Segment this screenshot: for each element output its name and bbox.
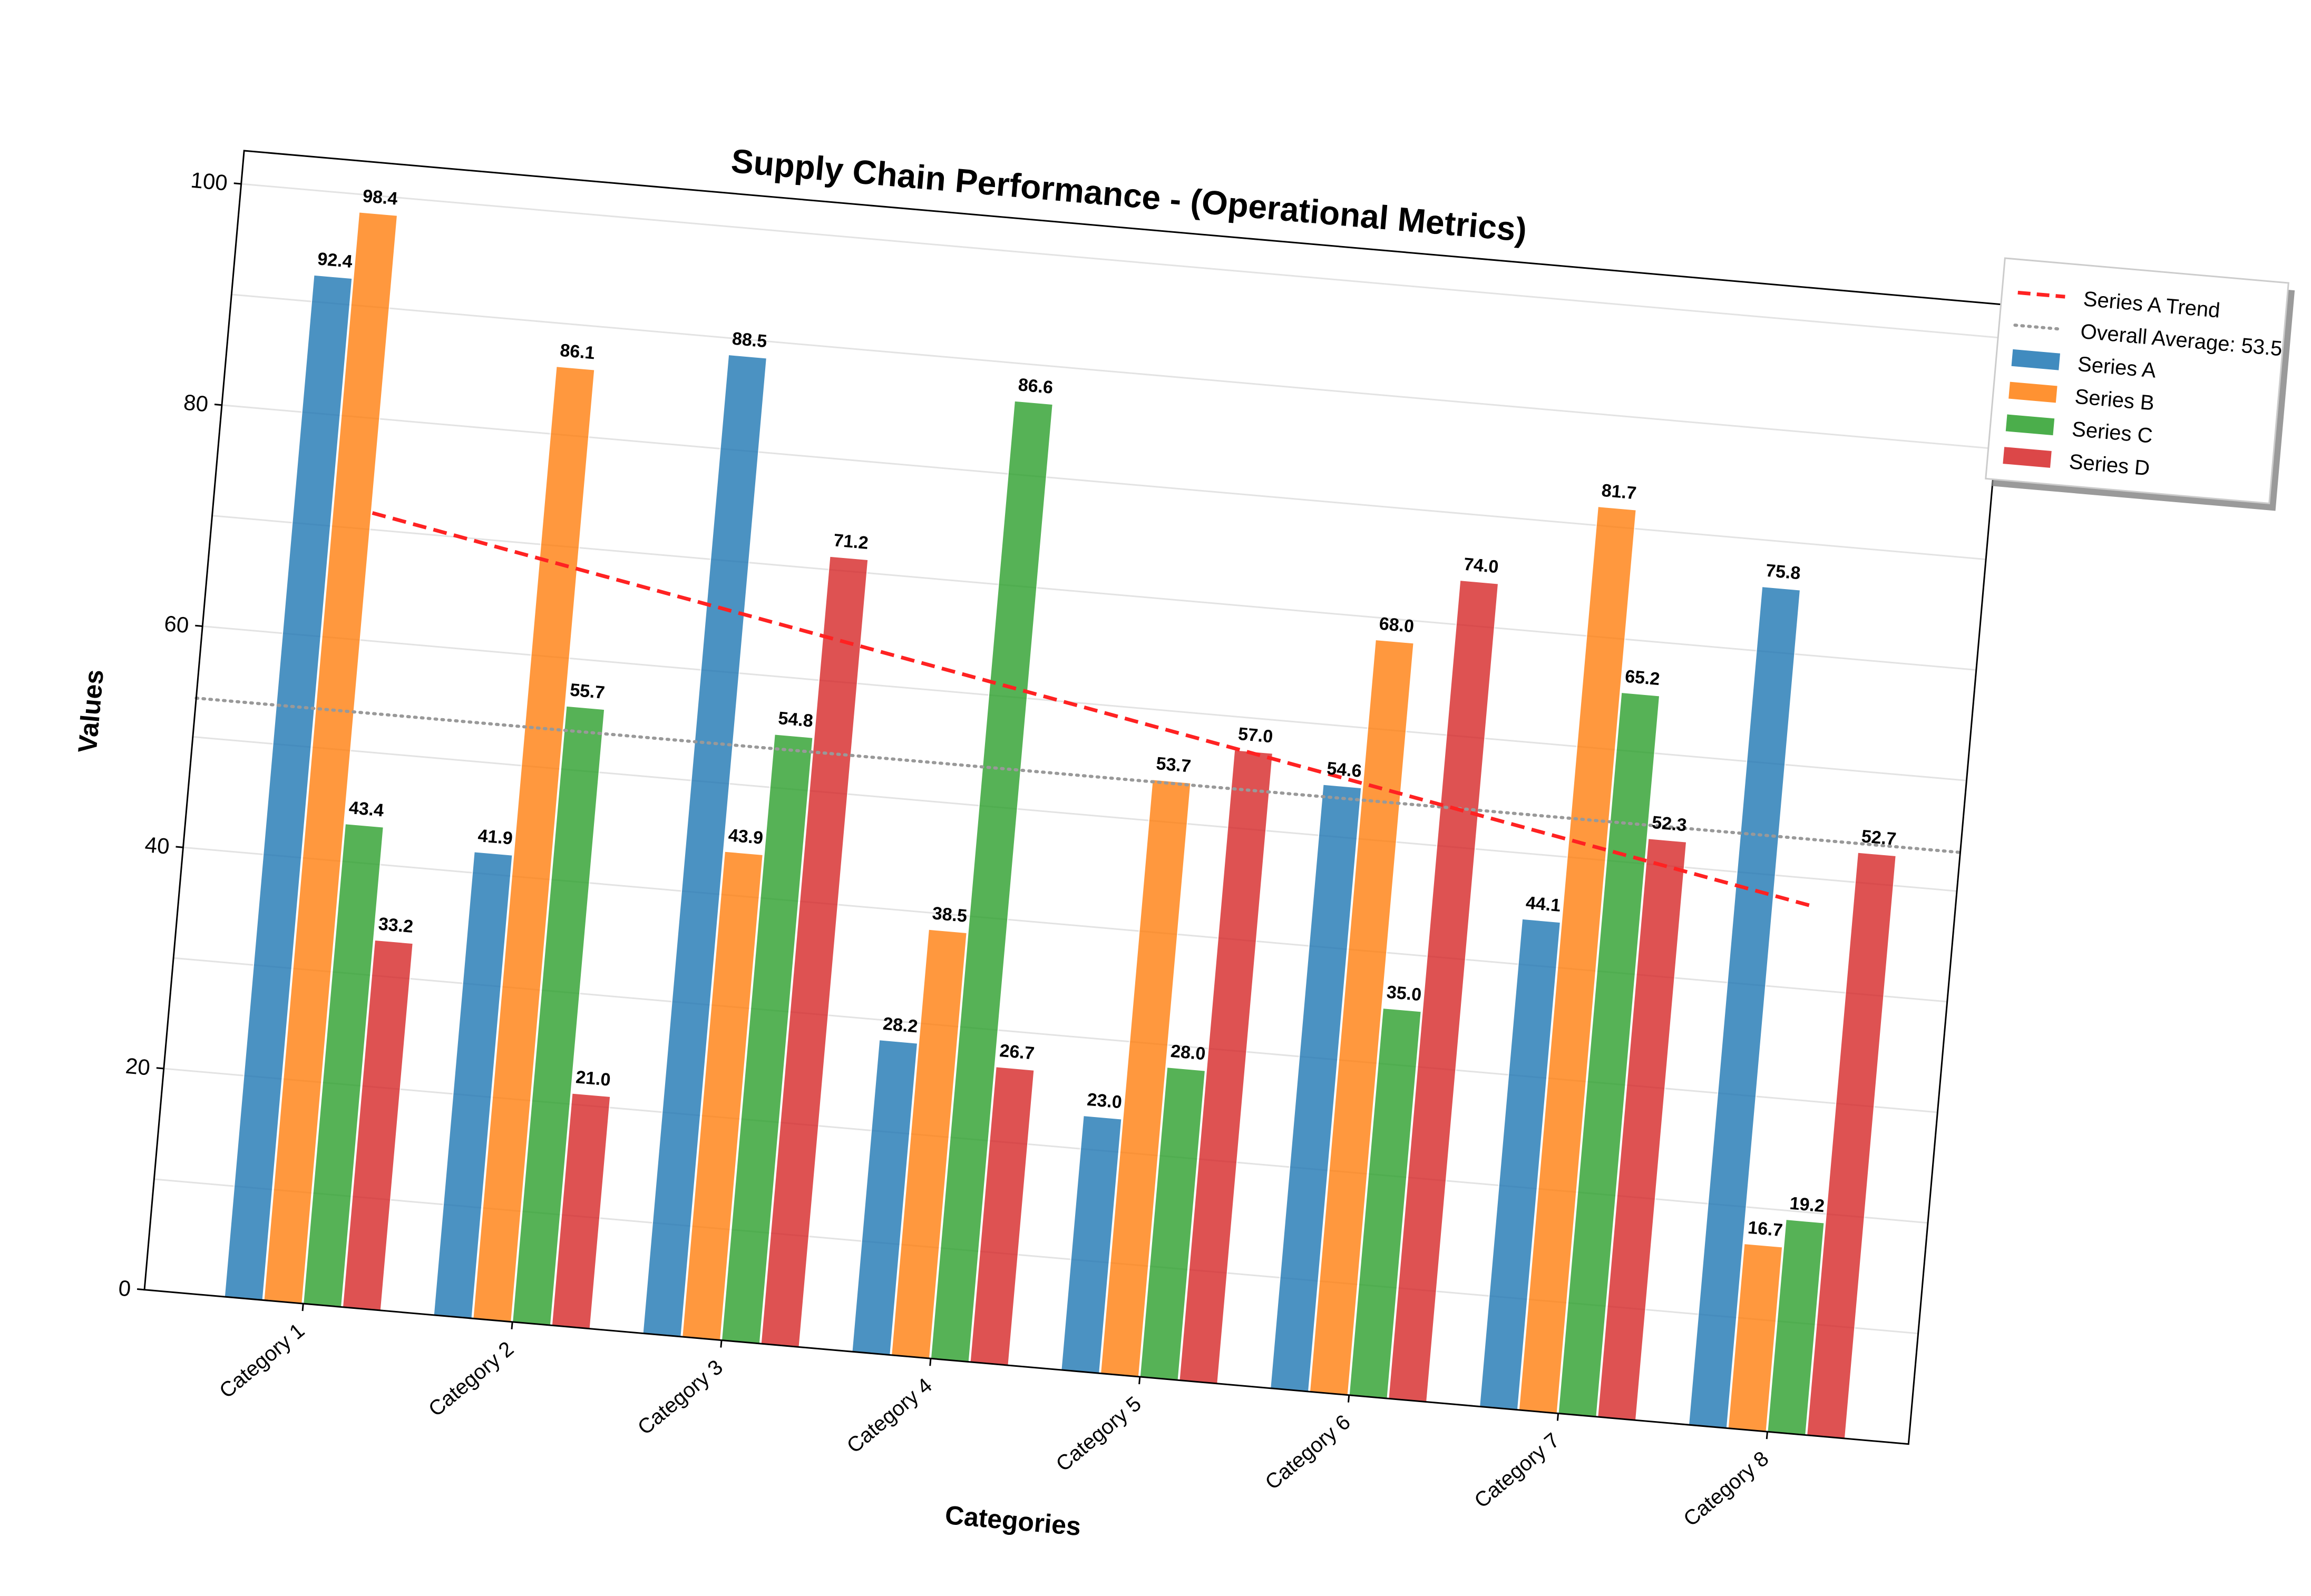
x-tick	[1347, 1395, 1350, 1403]
data-label: 52.3	[1651, 812, 1688, 836]
data-label: 43.9	[727, 825, 764, 848]
data-label: 35.0	[1386, 982, 1422, 1005]
legend-trend-swatch	[2017, 290, 2065, 299]
legend-series-swatch	[2005, 414, 2055, 436]
grid-line	[231, 293, 1996, 450]
x-tick-label: Category 5	[1052, 1392, 1146, 1476]
chart-title: Supply Chain Performance - (Operational …	[729, 142, 1528, 249]
y-tick	[156, 1067, 164, 1070]
data-label: 21.0	[575, 1067, 611, 1090]
grid-line	[241, 183, 2006, 339]
legend-box	[1985, 257, 2289, 505]
x-tick-label: Category 7	[1470, 1428, 1564, 1512]
grid-line	[202, 625, 1967, 781]
lines-layer	[194, 511, 1962, 908]
series-a-trend-line	[372, 511, 1814, 908]
y-tick	[233, 182, 241, 185]
y-tick-label: 80	[182, 389, 209, 416]
y-tick-label: 100	[190, 168, 229, 195]
legend-series-swatch	[2008, 381, 2058, 403]
y-axis: 0 20 40 60 80 100	[118, 168, 241, 1301]
data-label: 33.2	[377, 914, 414, 937]
y-tick-label: 40	[144, 832, 171, 859]
x-tick-label: Category 6	[1261, 1411, 1354, 1494]
legend-series-swatch	[2011, 349, 2060, 370]
y-tick-label: 60	[163, 611, 190, 638]
data-label: 41.9	[477, 826, 513, 849]
y-tick	[136, 1288, 145, 1291]
y-axis-label: Values	[73, 668, 110, 754]
data-label: 65.2	[1624, 667, 1661, 690]
data-label: 74.0	[1463, 554, 1499, 577]
y-tick-label: 20	[124, 1053, 151, 1080]
x-tick	[929, 1358, 932, 1366]
data-label: 16.7	[1747, 1218, 1783, 1241]
data-label: 98.4	[362, 186, 398, 209]
x-axis-label: Categories	[944, 1500, 1082, 1541]
data-label: 92.4	[317, 249, 353, 272]
data-label: 53.7	[1155, 753, 1192, 777]
data-label: 19.2	[1789, 1193, 1825, 1217]
x-tick-label: Category 2	[424, 1337, 518, 1421]
x-tick	[1556, 1413, 1559, 1421]
bar-series-d	[1806, 851, 1897, 1440]
data-label: 88.5	[732, 329, 768, 352]
average-line	[194, 696, 1962, 854]
x-tick-label: Category 4	[843, 1374, 937, 1457]
y-tick	[195, 624, 203, 627]
data-label: 52.7	[1860, 826, 1897, 849]
data-label: 57.0	[1237, 724, 1274, 747]
x-tick-label: Category 8	[1679, 1447, 1773, 1531]
x-tick-label: Category 1	[215, 1319, 309, 1403]
data-label: 44.1	[1525, 893, 1562, 916]
data-label: 23.0	[1086, 1090, 1123, 1113]
data-label: 68.0	[1378, 614, 1415, 637]
bar-series-d	[1178, 749, 1274, 1384]
grid-line	[212, 515, 1976, 671]
y-tick-label: 0	[118, 1276, 132, 1301]
data-label: 81.7	[1601, 481, 1637, 504]
x-tick-label: Category 3	[633, 1355, 727, 1439]
grid-line	[192, 736, 1957, 892]
data-label: 28.0	[1170, 1041, 1206, 1064]
legend-series-swatch	[2003, 447, 2052, 468]
data-label: 54.6	[1326, 758, 1362, 781]
x-tick	[1138, 1376, 1141, 1385]
data-label: 75.8	[1765, 561, 1801, 584]
bars-layer	[223, 211, 1897, 1440]
data-label: 86.1	[559, 340, 596, 364]
data-label: 86.6	[1017, 375, 1054, 398]
plot-frame	[143, 150, 2010, 1445]
data-label: 43.4	[348, 798, 384, 821]
data-label: 26.7	[999, 1041, 1035, 1064]
data-label: 55.7	[569, 680, 606, 703]
data-label: 28.2	[882, 1014, 919, 1037]
data-label: 71.2	[833, 530, 869, 553]
data-label: 38.5	[931, 903, 968, 926]
labels-layer: 92.4 98.4 43.4 33.2 41.9 86.1 55.7 21.0 88.5 43.9…	[317, 186, 1897, 1241]
grid-line	[221, 404, 1986, 561]
data-label: 54.8	[777, 708, 814, 731]
legend-average-swatch	[2013, 324, 2064, 331]
